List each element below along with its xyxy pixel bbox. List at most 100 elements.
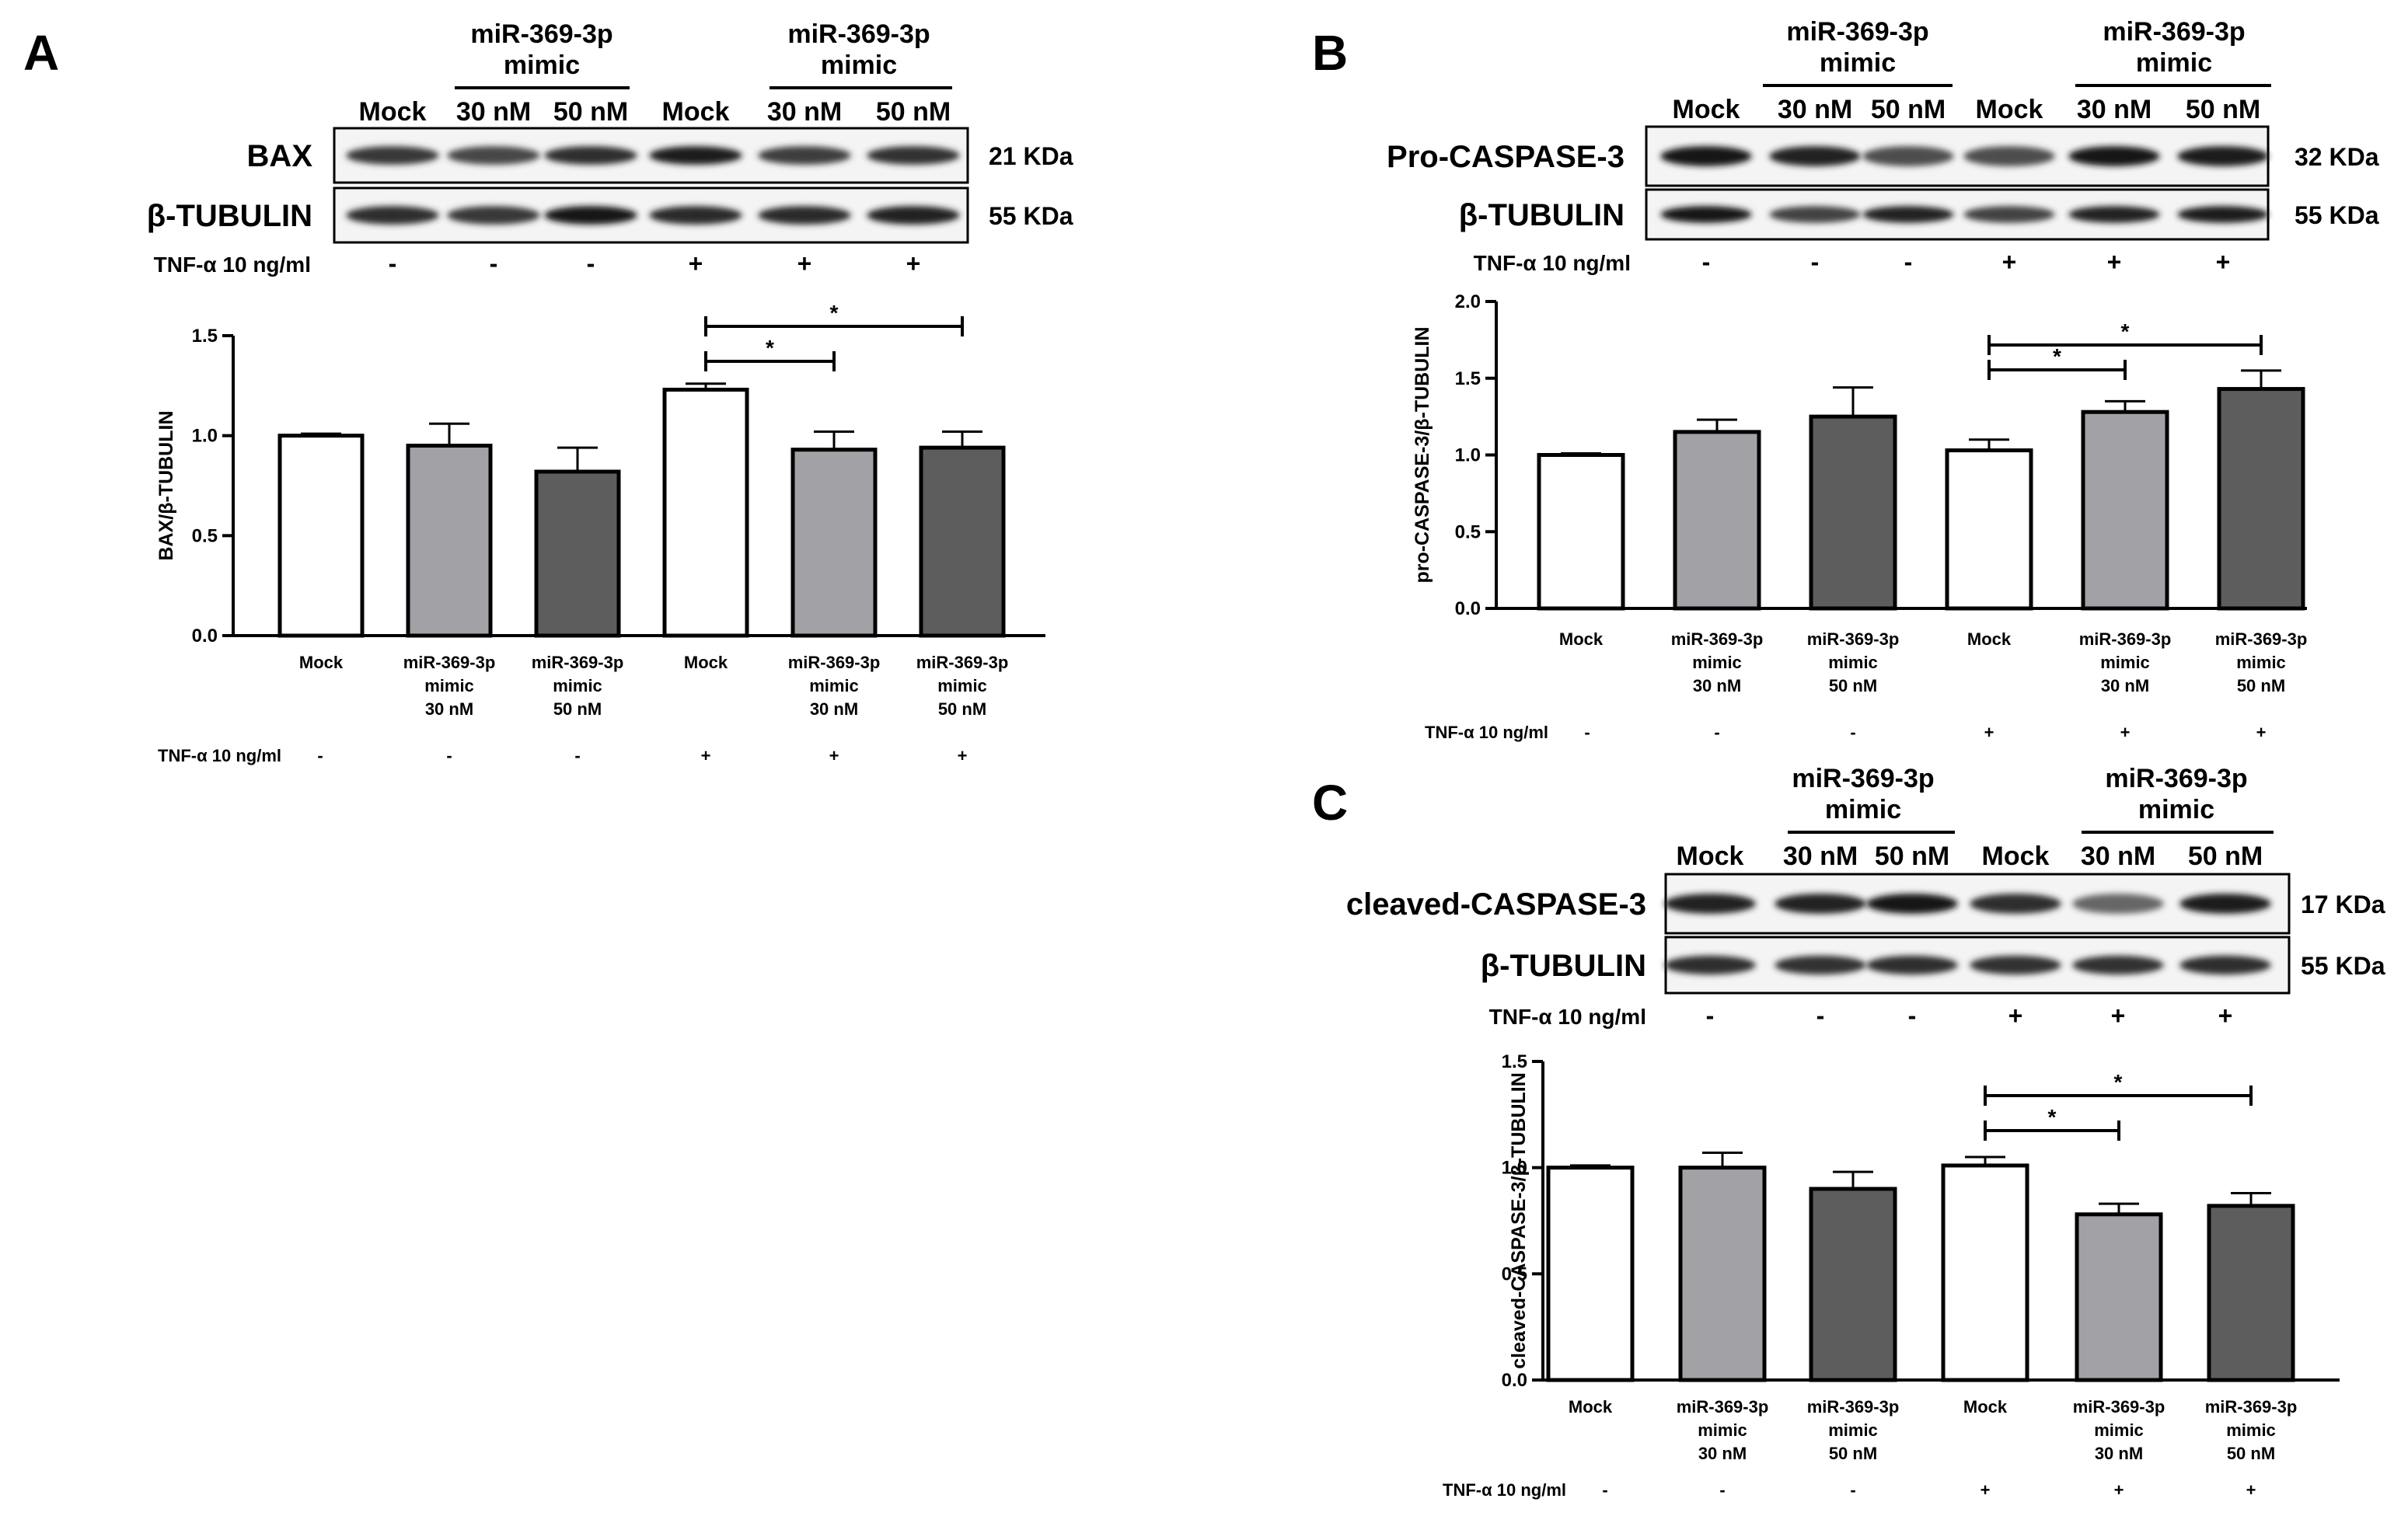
significance-bracket: * bbox=[1984, 1070, 2253, 1106]
bar bbox=[406, 444, 493, 638]
y-tick-label: 1.5 bbox=[1455, 368, 1481, 389]
tnf-sign: + bbox=[906, 249, 921, 277]
tnf-sign: - bbox=[389, 249, 397, 277]
category-label: mimic bbox=[2236, 653, 2286, 672]
blot-band bbox=[1775, 955, 1866, 975]
category-label: mimic bbox=[2094, 1420, 2144, 1440]
y-tick-label: 0.5 bbox=[192, 525, 218, 546]
significance-bracket: * bbox=[1984, 1105, 2120, 1141]
tnf-label: TNF-α 10 ng/ml bbox=[154, 253, 311, 277]
tnf-sign: + bbox=[2218, 1002, 2233, 1030]
blot-band bbox=[649, 146, 742, 165]
tnf-sign: - bbox=[1811, 248, 1820, 276]
blot-band bbox=[1664, 894, 1756, 914]
chart-tnf-sign: - bbox=[317, 746, 323, 765]
significance-star: * bbox=[830, 301, 839, 325]
tnf-sign: + bbox=[2216, 248, 2231, 276]
chart-tnf-sign: + bbox=[2114, 1480, 2124, 1500]
blot-band bbox=[1970, 894, 2061, 914]
category-label: 50 nM bbox=[1829, 1444, 1877, 1463]
bar bbox=[1945, 448, 2033, 611]
chart-tnf-sign: + bbox=[829, 746, 839, 765]
chart-tnf-sign: + bbox=[701, 746, 711, 765]
blot-band bbox=[1866, 894, 1958, 914]
significance-bracket: * bbox=[1987, 344, 2127, 380]
lane-label: Mock bbox=[662, 97, 730, 127]
blot-band bbox=[2179, 955, 2271, 975]
group-header-line: miR-369-3p bbox=[470, 19, 612, 49]
blot-strip bbox=[1664, 873, 2291, 935]
blot-band bbox=[2072, 894, 2164, 914]
category-label: miR-369-3p bbox=[2215, 629, 2308, 649]
bar bbox=[919, 445, 1006, 638]
panel-letter: A bbox=[23, 25, 59, 81]
blot-band bbox=[2068, 146, 2160, 166]
blot-band bbox=[447, 206, 540, 225]
chart-tnf-sign: + bbox=[1980, 1480, 1991, 1500]
bar bbox=[2081, 410, 2169, 611]
category-label: miR-369-3p bbox=[916, 653, 1009, 672]
significance-star: * bbox=[2053, 344, 2061, 368]
category-label: miR-369-3p bbox=[2079, 629, 2172, 649]
category-label: miR-369-3p bbox=[1677, 1397, 1769, 1417]
blot-protein-label: β-TUBULIN bbox=[1481, 949, 1646, 983]
bar-chart: 0.0 0.5 1.0 1.5 2.0 pro-CASPASE-3/β-TUBULIN Mo… bbox=[1412, 291, 2307, 742]
category-label: mimic bbox=[553, 676, 602, 695]
category-label: 50 nM bbox=[938, 699, 986, 719]
group-header-line: mimic bbox=[1825, 795, 1901, 824]
y-tick-label: 1.0 bbox=[192, 426, 218, 447]
group-header-line: mimic bbox=[504, 51, 580, 80]
significance-bracket: * bbox=[704, 301, 964, 336]
chart-tnf-sign: + bbox=[1984, 723, 1994, 742]
y-tick-label: 0.0 bbox=[1455, 598, 1481, 619]
category-label: 50 nM bbox=[2227, 1444, 2275, 1463]
blot-band bbox=[758, 206, 851, 225]
significance-star: * bbox=[2048, 1105, 2057, 1129]
blot-kda-label: 21 KDa bbox=[989, 142, 1073, 170]
lane-label: 30 nM bbox=[2077, 95, 2151, 124]
lane-label: 30 nM bbox=[2081, 842, 2155, 871]
blot-band bbox=[1963, 146, 2055, 166]
group-header-line: miR-369-3p bbox=[1792, 764, 1934, 793]
blot-band bbox=[1866, 955, 1958, 975]
group-header-line: mimic bbox=[2136, 48, 2212, 78]
category-label: mimic bbox=[424, 676, 474, 695]
y-tick-label: 2.0 bbox=[1455, 291, 1481, 312]
blot-band bbox=[1660, 146, 1752, 166]
blot-band bbox=[2177, 206, 2269, 223]
chart-tnf-sign: - bbox=[574, 746, 580, 765]
chart-tnf-sign: - bbox=[1584, 723, 1590, 742]
y-tick-label: 1.5 bbox=[1502, 1051, 1527, 1072]
y-axis-label: pro-CASPASE-3/β-TUBULIN bbox=[1412, 326, 1433, 583]
category-label: 50 nM bbox=[2237, 676, 2285, 695]
category-label: mimic bbox=[1698, 1420, 1747, 1440]
blot-band bbox=[346, 146, 439, 165]
tnf-label: TNF-α 10 ng/ml bbox=[1489, 1005, 1646, 1029]
y-tick-label: 0.0 bbox=[1502, 1370, 1527, 1391]
blot-protein-label: cleaved-CASPASE-3 bbox=[1346, 887, 1646, 922]
lane-label: 30 nM bbox=[767, 97, 842, 127]
blot-strip bbox=[1664, 936, 2291, 995]
chart-tnf-label: TNF-α 10 ng/ml bbox=[158, 746, 281, 765]
y-axis-label: BAX/β-TUBULIN bbox=[155, 410, 177, 560]
blot-protein-label: BAX bbox=[247, 139, 313, 173]
blot-band bbox=[1775, 894, 1866, 914]
category-label: 30 nM bbox=[2101, 676, 2149, 695]
category-label: 30 nM bbox=[2095, 1444, 2143, 1463]
y-tick-label: 0.5 bbox=[1455, 521, 1481, 542]
lane-label: Mock bbox=[1982, 842, 2050, 871]
chart-tnf-sign: + bbox=[958, 746, 968, 765]
category-label: miR-369-3p bbox=[1807, 629, 1900, 649]
tnf-sign: + bbox=[797, 249, 812, 277]
panel-letter: C bbox=[1312, 775, 1348, 831]
group-header-line: mimic bbox=[1820, 48, 1896, 78]
blot-band bbox=[1963, 206, 2055, 223]
bar bbox=[2075, 1212, 2163, 1382]
bar bbox=[1941, 1163, 2029, 1382]
blot-strip bbox=[333, 186, 969, 244]
chart-tnf-sign: - bbox=[1850, 723, 1855, 742]
tnf-sign: - bbox=[1908, 1002, 1917, 1030]
category-label: mimic bbox=[1828, 1420, 1878, 1440]
blot-strip bbox=[333, 127, 969, 184]
